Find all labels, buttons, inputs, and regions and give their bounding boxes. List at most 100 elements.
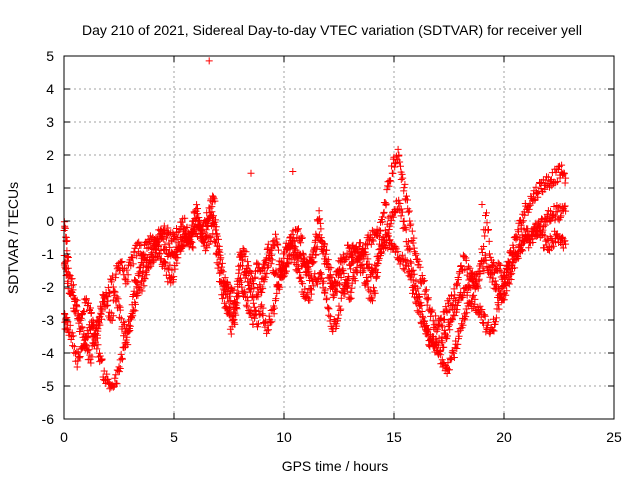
data-point	[217, 278, 225, 286]
data-point	[225, 298, 233, 306]
data-point	[507, 276, 515, 283]
data-point	[377, 250, 385, 257]
data-point	[562, 174, 570, 182]
data-point	[263, 264, 271, 272]
data-point	[113, 293, 121, 301]
data-point	[133, 283, 141, 291]
data-point	[409, 289, 416, 297]
data-point	[96, 321, 104, 329]
data-point	[335, 311, 343, 319]
data-point	[69, 332, 77, 340]
data-point	[124, 327, 132, 335]
data-point	[101, 303, 109, 311]
axis-ticks: -6 -5 -4 -3 -2 -1 0 1 2 3 4 5 0 5 10 15 20 25	[42, 48, 622, 445]
data-point	[410, 234, 418, 242]
data-point	[406, 245, 414, 253]
data-point	[129, 291, 137, 298]
data-point	[324, 256, 332, 264]
data-point	[310, 258, 318, 266]
data-point	[82, 335, 89, 343]
data-point	[429, 317, 437, 325]
data-point	[84, 299, 92, 307]
data-point	[296, 269, 304, 276]
data-point	[375, 226, 383, 234]
data-point	[94, 325, 102, 333]
data-point	[404, 196, 411, 204]
data-point	[373, 272, 381, 280]
data-point	[305, 262, 313, 270]
data-point	[259, 311, 267, 319]
data-point	[296, 274, 304, 282]
data-point	[559, 244, 567, 252]
data-point	[189, 244, 197, 252]
data-point	[85, 346, 93, 354]
y-tick-label: 2	[46, 147, 54, 163]
data-point	[173, 250, 181, 258]
data-point	[465, 283, 473, 291]
data-point	[263, 327, 271, 335]
data-point	[419, 278, 427, 286]
y-tick-label: -3	[42, 312, 55, 328]
data-point	[397, 205, 405, 213]
data-point	[326, 271, 334, 279]
data-point	[317, 225, 325, 233]
data-point	[365, 286, 373, 294]
data-point	[123, 329, 131, 337]
data-point	[70, 281, 77, 289]
data-point	[543, 236, 551, 244]
data-point	[325, 311, 333, 319]
x-tick-label: 10	[276, 429, 292, 445]
data-point	[216, 269, 224, 277]
data-point	[160, 235, 168, 243]
data-point	[410, 282, 418, 290]
data-point	[326, 313, 334, 321]
data-point	[304, 264, 312, 272]
data-point	[243, 293, 251, 301]
data-point	[369, 237, 377, 245]
data-point	[262, 317, 270, 325]
data-point	[116, 306, 124, 314]
data-point	[130, 287, 138, 295]
data-point	[386, 236, 394, 244]
data-point	[259, 285, 267, 293]
data-point	[401, 180, 409, 188]
data-point	[188, 221, 196, 229]
data-point	[315, 216, 323, 224]
data-point	[73, 363, 81, 371]
data-point	[98, 307, 106, 315]
data-point	[533, 227, 540, 235]
data-point	[114, 295, 122, 303]
data-point	[297, 250, 305, 258]
data-point	[525, 244, 533, 252]
data-point	[61, 224, 69, 232]
data-point	[494, 301, 502, 309]
data-point	[306, 296, 314, 304]
data-point	[123, 266, 131, 274]
data-point	[404, 208, 412, 216]
data-point	[389, 169, 397, 177]
data-point	[278, 268, 286, 276]
data-point	[140, 282, 148, 290]
data-point	[220, 291, 227, 299]
data-point	[398, 251, 406, 259]
data-point	[170, 273, 178, 281]
data-point	[535, 223, 543, 231]
data-point	[462, 313, 470, 321]
data-point	[385, 226, 393, 233]
data-point	[550, 203, 558, 210]
data-point	[483, 209, 490, 217]
data-point	[69, 342, 77, 350]
data-point	[404, 238, 412, 246]
data-point	[130, 306, 138, 314]
data-point	[211, 197, 219, 205]
data-point	[239, 245, 247, 253]
data-point	[335, 302, 343, 310]
data-point	[196, 217, 203, 225]
data-point	[538, 231, 546, 239]
data-point	[213, 242, 221, 250]
data-point	[163, 264, 171, 272]
data-point	[273, 289, 281, 297]
data-point	[421, 287, 429, 295]
data-point	[76, 353, 84, 360]
data-point	[330, 292, 338, 300]
